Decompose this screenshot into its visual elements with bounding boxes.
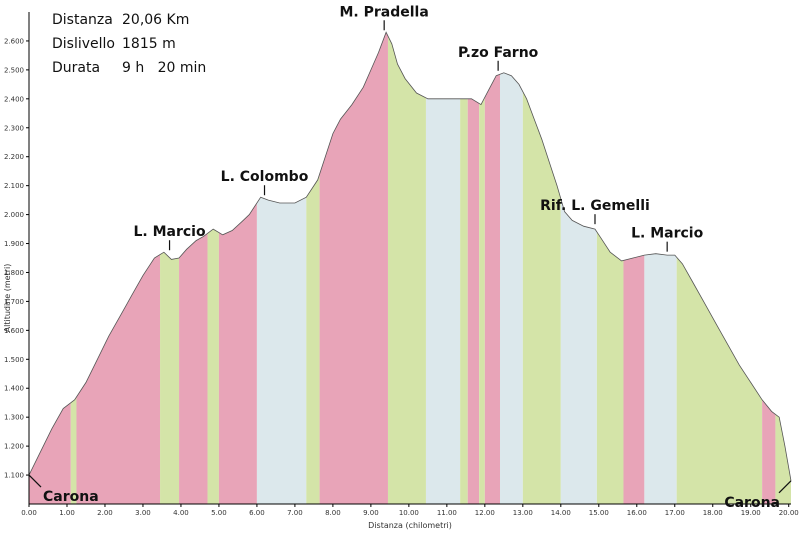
distance-label: Distanza [52, 12, 113, 28]
x-tick-label: 4.00 [173, 509, 189, 517]
y-tick-label: 1.500 [4, 356, 24, 364]
y-tick-label: 2.500 [4, 66, 24, 74]
waypoint-label: Carona [724, 495, 780, 511]
distance-stat: Distanza 20,06 Km [52, 12, 189, 28]
x-tick-label: 0.00 [21, 509, 37, 517]
y-tick-label: 2.300 [4, 124, 24, 132]
climb-stat: Dislivello 1815 m [52, 36, 176, 52]
x-tick-label: 13.00 [513, 509, 533, 517]
waypoint-label: Carona [43, 489, 99, 505]
y-tick-label: 2.100 [4, 182, 24, 190]
x-tick-label: 9.00 [363, 509, 379, 517]
x-tick-label: 11.00 [437, 509, 457, 517]
y-axis-title: Altitudine (metri) [3, 264, 12, 333]
waypoint-annotations: Carona L. Marcio L. Colombo M. Pradella P.zo… [28, 4, 792, 511]
x-tick-label: 16.00 [627, 509, 647, 517]
x-tick-label: 17.00 [665, 509, 685, 517]
profile-segment [207, 32, 219, 504]
x-tick-label: 12.00 [475, 509, 495, 517]
y-tick-label: 1.800 [4, 269, 24, 277]
y-tick-label: 2.400 [4, 95, 24, 103]
x-tick-label: 15.00 [589, 509, 609, 517]
profile-segment [484, 32, 501, 504]
y-axis-ticks: 1.100 1.200 1.300 1.400 1.500 1.600 1.700 1.800… [4, 37, 29, 480]
x-tick-label: 20.00 [779, 509, 799, 517]
x-tick-label: 18.00 [703, 509, 723, 517]
profile-segment [479, 32, 485, 504]
waypoint-label: M. Pradella [340, 4, 429, 20]
x-tick-label: 2.00 [97, 509, 113, 517]
y-tick-label: 2.200 [4, 153, 24, 161]
waypoint-label: L. Marcio [133, 224, 205, 240]
profile-segment [500, 32, 523, 504]
x-tick-label: 7.00 [287, 509, 303, 517]
x-tick-label: 6.00 [249, 509, 265, 517]
profile-segment [467, 32, 480, 504]
x-tick-label: 3.00 [135, 509, 151, 517]
waypoint-label: L. Marcio [631, 226, 703, 242]
profile-segment [460, 32, 468, 504]
waypoint-label: P.zo Farno [458, 45, 539, 61]
waypoint-label: Rif. L. Gemelli [540, 198, 650, 214]
profile-segment [387, 32, 426, 504]
annotation-leader [778, 480, 792, 494]
y-tick-label: 1.200 [4, 443, 24, 451]
y-tick-label: 2.600 [4, 37, 24, 45]
y-tick-label: 1.300 [4, 414, 24, 422]
y-tick-label: 1.100 [4, 472, 24, 480]
x-axis-ticks: 0.00 1.00 2.00 3.00 4.00 5.00 6.00 7.00 8.00 9.00… [21, 504, 799, 517]
duration-stat: Durata 9 h 20 min [52, 60, 206, 76]
x-tick-label: 5.00 [211, 509, 227, 517]
waypoint-label: L. Colombo [221, 169, 309, 185]
climb-label: Dislivello [52, 36, 115, 52]
y-tick-label: 1.600 [4, 327, 24, 335]
x-axis-title: Distanza (chilometri) [368, 521, 452, 530]
climb-value: 1815 m [122, 36, 176, 52]
profile-segment [425, 32, 461, 504]
y-tick-label: 1.900 [4, 240, 24, 248]
x-tick-label: 19.00 [741, 509, 761, 517]
y-tick-label: 1.400 [4, 385, 24, 393]
x-tick-label: 14.00 [551, 509, 571, 517]
profile-line [28, 31, 792, 481]
annotation-leader [28, 474, 42, 488]
duration-value: 9 h 20 min [122, 60, 207, 76]
duration-label: Durata [52, 60, 101, 76]
y-tick-label: 1.700 [4, 298, 24, 306]
y-tick-label: 2.000 [4, 211, 24, 219]
x-tick-label: 1.00 [59, 509, 75, 517]
x-tick-label: 10.00 [399, 509, 419, 517]
distance-value: 20,06 Km [122, 12, 190, 28]
x-tick-label: 8.00 [325, 509, 341, 517]
